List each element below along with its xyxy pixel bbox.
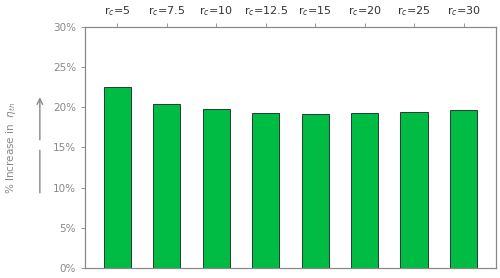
- Bar: [202, 109, 230, 268]
- Bar: [450, 110, 477, 268]
- Bar: [252, 113, 280, 268]
- Bar: [400, 112, 427, 268]
- Bar: [104, 87, 131, 268]
- Bar: [302, 114, 329, 268]
- Bar: [351, 113, 378, 268]
- Bar: [153, 104, 180, 268]
- Y-axis label: % Increase in  $η_{th}$: % Increase in $η_{th}$: [4, 101, 18, 193]
